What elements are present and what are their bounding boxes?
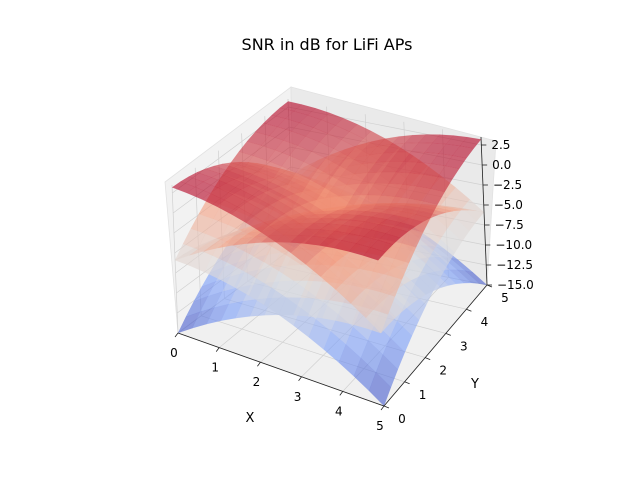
z-tick-labels: 2.5 0.0 −2.5 −5.0 −7.5 −10.0 −12.5 −15.0	[481, 138, 534, 292]
surface-facet	[370, 239, 394, 253]
surface-facet	[446, 207, 469, 211]
z-tick-label: 0.0	[492, 158, 511, 172]
surface-facet	[425, 250, 448, 278]
x-axis-line	[177, 332, 385, 407]
surface-facet	[368, 372, 392, 407]
x-tick-mark	[257, 361, 261, 367]
y-tick-mark	[425, 357, 431, 360]
x-tick-mark	[215, 347, 220, 352]
surface-facet	[437, 165, 460, 181]
y-tick-mark	[466, 308, 472, 312]
z-tick-label: −5.0	[494, 198, 523, 212]
z-axis-line	[480, 136, 488, 286]
y-tick-label: 5	[501, 291, 509, 305]
axis-lines	[177, 136, 488, 407]
y-tick-mark	[404, 381, 410, 385]
x-tick-mark	[339, 391, 344, 396]
y-tick-label: 3	[460, 339, 468, 353]
x-tick-mark	[298, 376, 302, 382]
x-tick-label: 3	[294, 390, 302, 404]
surface-facet	[375, 354, 399, 388]
x-tick-label: 5	[376, 419, 384, 433]
y-axis-line	[383, 284, 488, 407]
x-axis-label: X	[246, 411, 255, 426]
z-tick-label: −7.5	[495, 218, 524, 232]
surface-facet	[363, 247, 386, 261]
surface-facet	[410, 276, 434, 295]
x-tick-label: 4	[335, 404, 343, 418]
chart-title: SNR in dB for LiFi APs	[242, 35, 413, 54]
x-tick-label: 0	[170, 346, 178, 360]
surface-facet	[449, 269, 472, 284]
x-tick-labels: 0 1 2 3 4 5	[170, 332, 385, 433]
surface-facet	[382, 337, 406, 370]
z-tick-label: −12.5	[496, 258, 533, 272]
x-tick-mark	[380, 405, 385, 411]
z-tick-label: −2.5	[493, 178, 522, 192]
x-tick-label: 2	[253, 375, 261, 389]
z-tick-label: −10.0	[495, 238, 532, 252]
y-tick-label: 4	[481, 315, 489, 329]
x-tick-mark	[174, 332, 179, 338]
y-tick-label: 1	[419, 388, 427, 402]
surface-facet	[447, 217, 470, 242]
y-axis-label: Y	[470, 377, 479, 392]
z-tick-label: 2.5	[491, 138, 510, 152]
surface-facet	[441, 269, 465, 285]
snr-surface	[171, 101, 488, 407]
y-tick-label: 0	[398, 412, 406, 426]
z-tick-label: −15.0	[497, 278, 534, 292]
y-tick-mark	[445, 333, 451, 336]
x-tick-label: 1	[211, 361, 219, 375]
y-tick-label: 2	[439, 364, 447, 378]
y-tick-mark	[383, 405, 390, 409]
surface-facet	[365, 309, 389, 334]
